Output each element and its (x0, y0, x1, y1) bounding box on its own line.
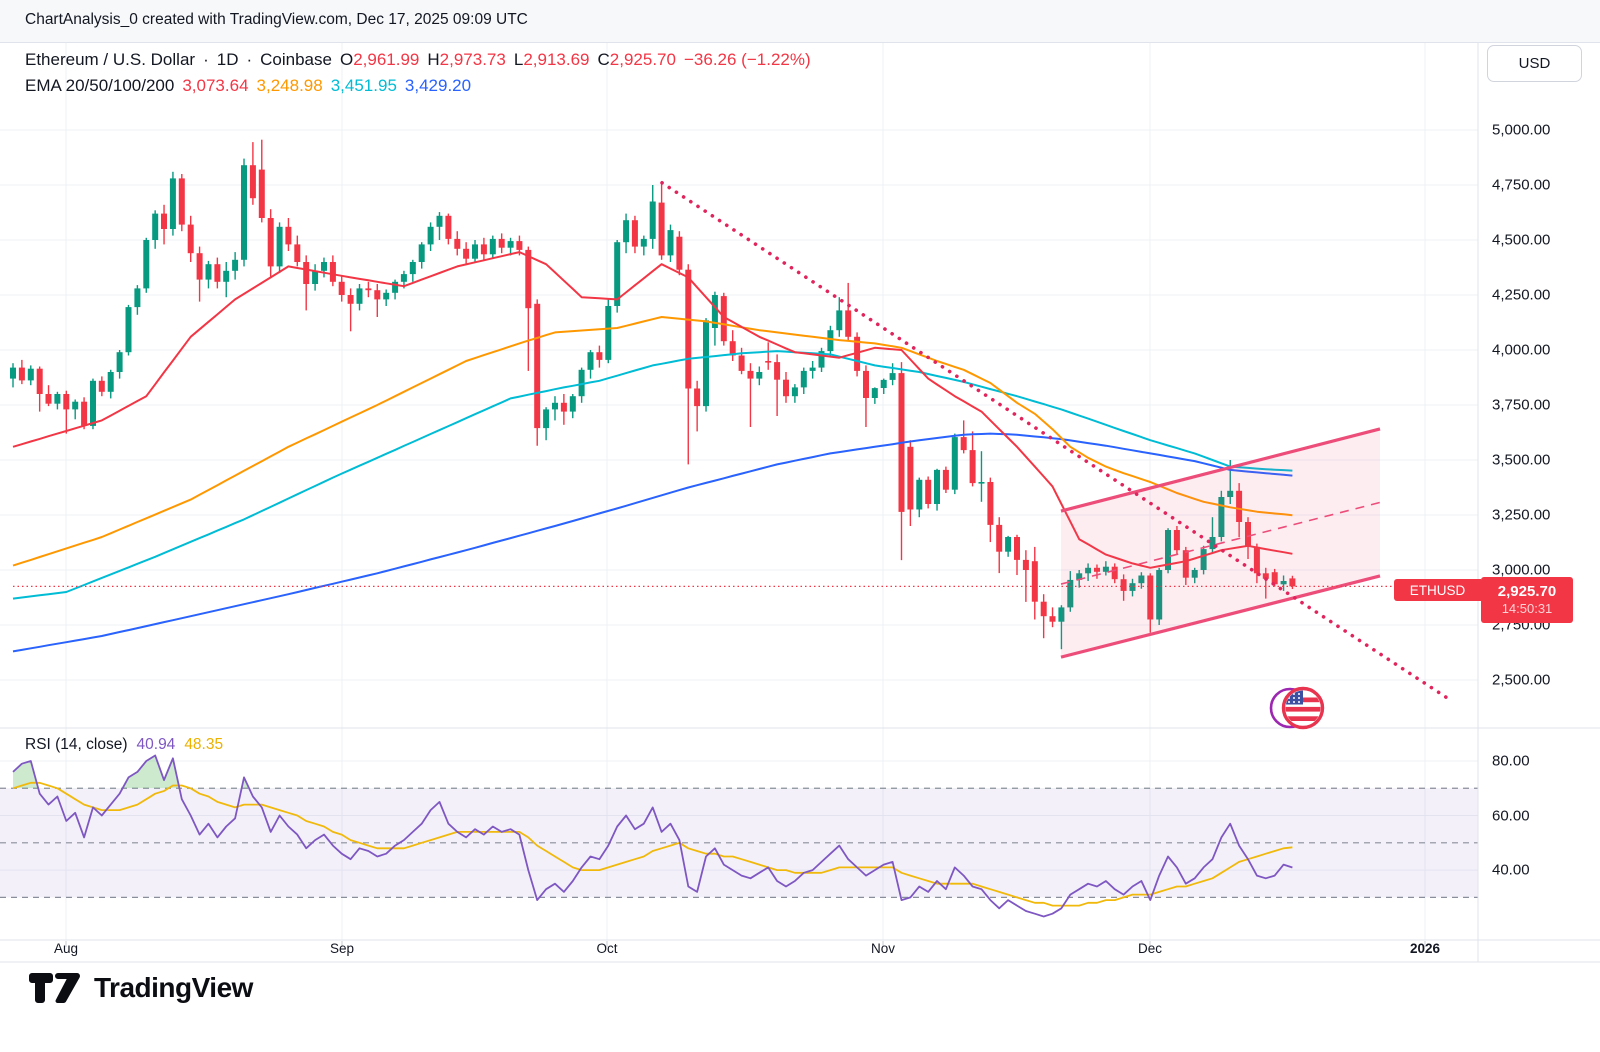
symbol-name: Ethereum / U.S. Dollar (25, 50, 196, 69)
price-axis-label: 2,500.00 (1492, 671, 1551, 689)
time-axis-label: Dec (1137, 941, 1163, 956)
currency-usd-button[interactable]: USD (1487, 45, 1582, 82)
tradingview-logo[interactable]: TradingView (28, 972, 253, 1004)
price-axis-label: 3,750.00 (1492, 396, 1551, 414)
time-axis-label: Nov (870, 941, 896, 956)
last-price: 2,925.70 (1497, 582, 1557, 600)
last-price-tag: 2,925.70 14:50:31 (1481, 577, 1573, 623)
price-axis-label: 5,000.00 (1492, 121, 1551, 139)
rsi-axis-label: 40.00 (1492, 861, 1530, 879)
time-axis-label: Aug (53, 941, 79, 956)
rsi-axis-label: 80.00 (1492, 752, 1530, 770)
price-axis-label: 3,500.00 (1492, 451, 1551, 469)
price-axis-label: 3,250.00 (1492, 506, 1551, 524)
bar-countdown: 14:50:31 (1501, 601, 1553, 617)
price-axis-label: 4,500.00 (1492, 231, 1551, 249)
price-axis-label: 4,000.00 (1492, 341, 1551, 359)
high-value: H 2,973.73 (427, 50, 506, 69)
price-axis-label: 4,250.00 (1492, 286, 1551, 304)
tradingview-mark-icon (29, 973, 81, 1004)
open-value: O 2,961.99 (339, 50, 420, 69)
rsi-label: RSI (14, close) (25, 736, 128, 753)
rsi-legend: RSI (14, close) 40.94 48.35 (25, 736, 223, 754)
us-flag-icon (1269, 686, 1325, 730)
price-axis-label: 3,000.00 (1492, 561, 1551, 579)
symbol-legend: Ethereum / U.S. Dollar · 1D · Coinbase O… (25, 50, 811, 70)
ema20-value: 3,073.64 (182, 76, 249, 95)
ema100-value: 3,451.95 (330, 76, 397, 95)
ema200-value: 3,429.20 (404, 76, 472, 95)
symbol-price-tag: ETHUSD (1394, 579, 1481, 601)
exchange-label: Coinbase (260, 50, 332, 69)
rsi-value: 40.94 (136, 736, 176, 753)
change-value: −36.26 (−1.22%) (683, 50, 811, 69)
time-axis-label: Sep (329, 941, 355, 956)
separator-dot: · (246, 50, 253, 69)
low-value: L 2,913.69 (513, 50, 590, 69)
rsi-axis-label: 60.00 (1492, 807, 1530, 825)
time-axis-label: 2026 (1409, 941, 1441, 956)
close-value: C 2,925.70 (597, 50, 676, 69)
ema-label: EMA 20/50/100/200 (25, 76, 175, 95)
rsi-ma-value: 48.35 (184, 736, 224, 753)
time-axis-label: Oct (596, 941, 618, 956)
title-bar (0, 0, 1600, 43)
price-axis-label: 4,750.00 (1492, 176, 1551, 194)
page-title: ChartAnalysis_0 created with TradingView… (25, 11, 528, 28)
separator-dot: · (203, 50, 209, 69)
brand-name: TradingView (94, 972, 253, 1003)
ema-legend: EMA 20/50/100/200 3,073.64 3,248.98 3,45… (25, 76, 471, 96)
interval-label: 1D (216, 50, 239, 69)
ema50-value: 3,248.98 (256, 76, 323, 95)
